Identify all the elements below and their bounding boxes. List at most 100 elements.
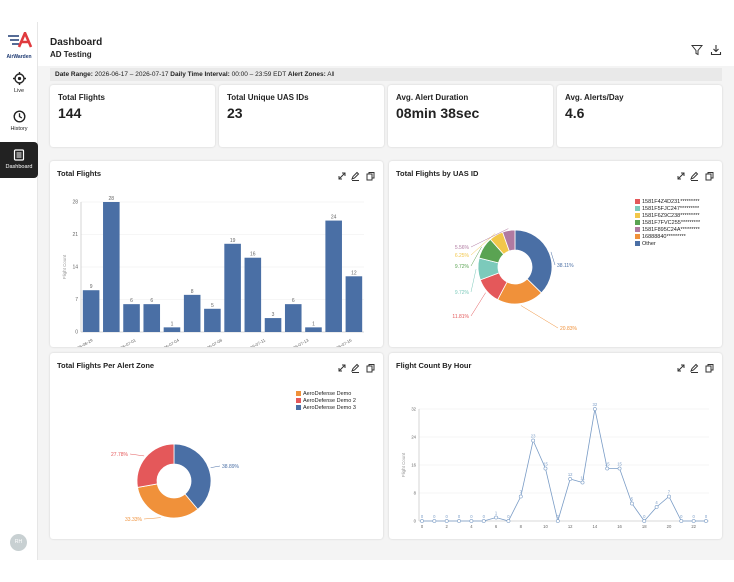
data-point <box>580 480 585 485</box>
nav-label-history: History <box>10 126 28 132</box>
card-actions <box>337 360 377 373</box>
stat-value: 4.6 <box>565 105 585 121</box>
legend-item[interactable]: AeroDefense Demo <box>296 391 356 398</box>
legend-item[interactable]: 1581F7FVC255********* <box>635 220 700 227</box>
data-point <box>444 519 449 523</box>
nav-item-live[interactable]: Live <box>0 72 38 98</box>
point-value-label: 32 <box>593 402 598 407</box>
copy-icon[interactable] <box>366 172 375 181</box>
card-flight-count-by-hour: Flight Count By Hour 32 24 16 8 0 Flight Coun… <box>389 353 722 539</box>
copy-icon[interactable] <box>366 364 375 373</box>
expand-icon-path <box>338 172 346 180</box>
bar <box>123 304 140 332</box>
y-tick-label: 14 <box>72 265 78 271</box>
legend-item[interactable]: 1581F5FJC247********* <box>635 206 700 213</box>
slice-label: 11.81% <box>452 314 469 320</box>
point-value-label: 15 <box>617 462 622 467</box>
download-icon[interactable] <box>710 44 722 56</box>
expand-icon[interactable] <box>338 172 346 180</box>
document-icon <box>13 149 25 161</box>
data-point <box>630 501 634 506</box>
filter-icon[interactable] <box>691 44 703 56</box>
expand-icon[interactable] <box>338 364 346 372</box>
bar-chart: 28 21 14 7 0 Flight Count 9 28 6 6 1 8 5 19 16 3 6 1 24 12 2… <box>62 196 364 347</box>
legend-swatch <box>635 199 640 205</box>
point-value-label: 0 <box>680 514 683 519</box>
bar <box>345 276 363 332</box>
legend-item[interactable]: 1581F6Z9C238********* <box>635 213 700 220</box>
donut-slice <box>136 443 175 488</box>
edit-icon[interactable] <box>690 171 699 181</box>
copy-icon[interactable] <box>705 172 714 181</box>
bar-value-label: 28 <box>109 196 115 202</box>
card-title: Total Flights <box>57 169 102 178</box>
point-value-label: 0 <box>470 514 473 519</box>
bar <box>284 304 302 332</box>
expand-icon[interactable] <box>677 172 685 180</box>
point-value-label: 7 <box>520 490 523 495</box>
legend-swatch <box>635 220 640 226</box>
x-tick-label: 0 <box>421 524 424 529</box>
card-actions <box>676 168 716 181</box>
airwarden-logo-icon <box>8 29 33 48</box>
legend-swatch <box>635 206 640 212</box>
x-tick-label: 2026-07-16 <box>331 337 353 347</box>
slice-leader-line <box>129 453 145 457</box>
x-tick-label: 14 <box>593 524 598 529</box>
bar-value-label: 6 <box>292 298 295 304</box>
slice-leader-line <box>470 246 482 267</box>
nav-item-history[interactable]: History <box>0 110 38 136</box>
legend-item[interactable]: Other <box>635 241 700 248</box>
legend-swatch <box>635 241 640 247</box>
point-value-label: 5 <box>631 497 634 502</box>
legend-item[interactable]: AeroDefense Demo 2 <box>296 398 356 405</box>
expand-icon[interactable] <box>677 364 685 372</box>
stat-label: Total Unique UAS IDs <box>227 93 309 102</box>
expand-icon-path <box>677 172 685 180</box>
legend-label: 1581F6Z9C238********* <box>642 213 700 219</box>
slice-label: 9.72% <box>455 290 470 296</box>
bar <box>244 257 262 332</box>
y-tick-label: 7 <box>75 297 78 303</box>
data-point <box>506 519 511 523</box>
point-value-label: 0 <box>458 514 461 519</box>
legend-label: 16888840********* <box>642 234 686 240</box>
data-point <box>531 438 536 443</box>
point-value-label: 23 <box>531 434 536 439</box>
slice-label: 38.89% <box>222 464 240 470</box>
edit-icon[interactable] <box>351 171 360 181</box>
slice-leader-line <box>550 251 556 266</box>
donut-slice <box>502 229 516 252</box>
slice-label: 20.83% <box>560 326 578 332</box>
data-point <box>605 466 610 471</box>
nav-label-live: Live <box>13 88 25 94</box>
page-title: Dashboard <box>50 37 103 48</box>
card-flights-per-zone: Total Flights Per Alert Zone 38.89% 33.33… <box>50 353 383 539</box>
y-axis-label: Flight Count <box>62 254 67 279</box>
donut-chart-uas: 38.11% 20.83% 11.81% 9.72% 9.72% 6.25% 5.56% <box>452 228 578 332</box>
legend-swatch <box>635 227 640 233</box>
copy-icon[interactable] <box>705 364 714 373</box>
bar <box>163 327 181 332</box>
data-point <box>617 466 622 471</box>
point-value-label: 0 <box>692 514 695 519</box>
edit-icon[interactable] <box>351 363 360 373</box>
edit-icon[interactable] <box>690 363 699 373</box>
legend-item[interactable]: 16888840********* <box>635 234 700 241</box>
avatar[interactable]: RH <box>10 534 27 551</box>
x-tick-label: 2026-07-11 <box>245 337 266 347</box>
bar-value-label: 1 <box>312 321 315 327</box>
bar-value-label: 1 <box>171 321 174 327</box>
point-value-label: 0 <box>421 514 424 519</box>
legend-label: 1581F5FJC247********* <box>642 206 700 212</box>
bar-value-label: 24 <box>331 215 337 221</box>
x-tick-label: 2026-07-04 <box>159 337 181 347</box>
legend-item[interactable]: 1581F895C24A********* <box>635 227 700 234</box>
legend-item[interactable]: 1581F4Z4D231********* <box>635 199 700 206</box>
point-value-label: 0 <box>705 514 708 519</box>
legend-item[interactable]: AeroDefense Demo 3 <box>296 405 356 412</box>
x-tick-label: 18 <box>642 524 647 529</box>
data-point <box>555 519 560 523</box>
legend-label: Other <box>642 241 656 247</box>
nav-item-dashboard[interactable]: Dashboard <box>0 142 38 178</box>
